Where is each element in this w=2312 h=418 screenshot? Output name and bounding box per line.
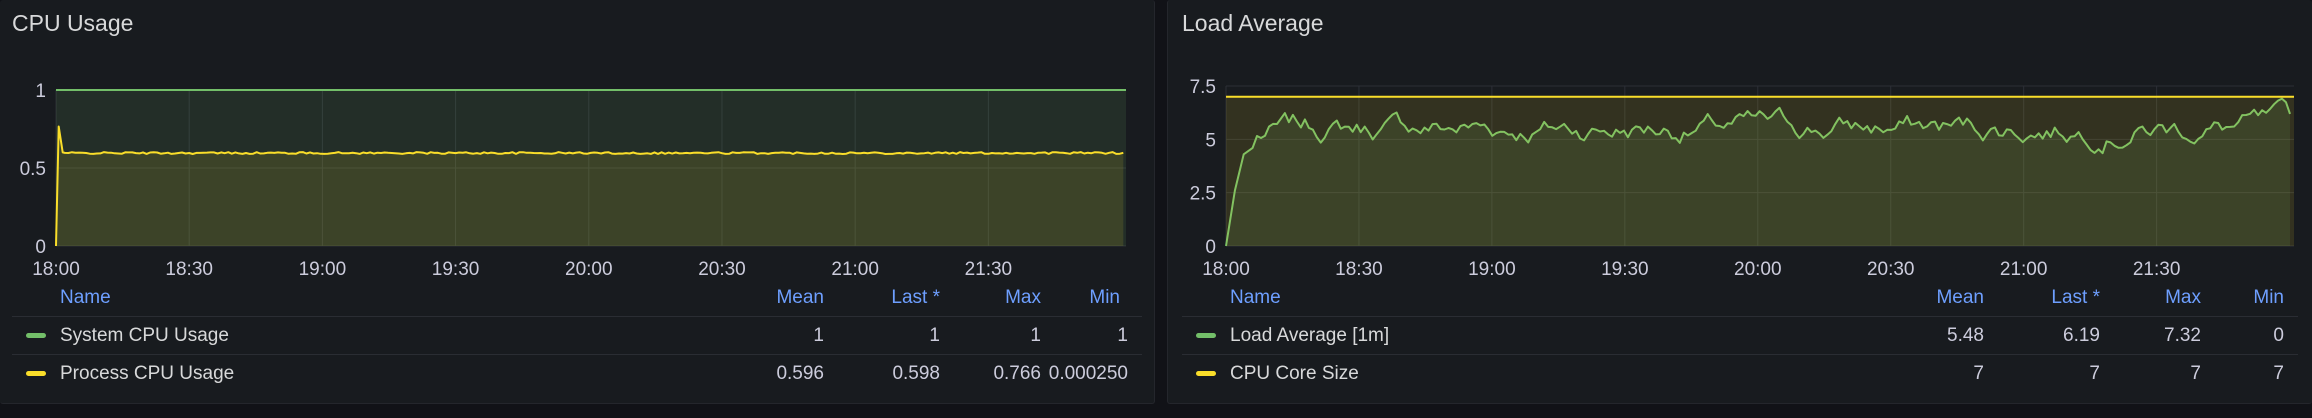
series-area-1	[56, 126, 1124, 246]
legend-col-last[interactable]: Last *	[2051, 287, 2100, 308]
x-tick-label: 19:30	[1601, 259, 1649, 280]
x-tick-label: 21:00	[831, 259, 879, 280]
cpu-usage-panel: CPU Usage 0 0.5 1 18:00 18:30 19:00 19:30 20:00…	[0, 0, 1155, 404]
legend-row-system-cpu[interactable]: System CPU Usage 1 1 1 1	[12, 316, 1142, 354]
y-tick-label: 0	[35, 237, 46, 258]
cpu-legend-table: Name Mean Last * Max Min System CPU Usag…	[12, 280, 1142, 392]
legend-header-row: Name Mean Last * Max Min	[12, 280, 1142, 316]
legend-col-last[interactable]: Last *	[891, 287, 940, 308]
series-name[interactable]: Process CPU Usage	[60, 363, 235, 384]
series-color-swatch	[26, 371, 46, 376]
x-tick-label: 19:00	[299, 259, 347, 280]
stat-min: 1	[1117, 325, 1128, 346]
y-tick-label: 7.5	[1190, 77, 1216, 98]
series-area-1	[1226, 96, 2294, 246]
x-tick-label: 20:30	[1867, 259, 1915, 280]
load-average-chart[interactable]: 0 2.5 5 7.5 18:00 18:30 19:00 19:30 20:00 20:30 21…	[1168, 0, 2312, 280]
stat-min: 7	[2273, 363, 2284, 384]
load-average-panel: Load Average 0 2.5 5 7.5 18:00 18:30 19:00 19:3…	[1167, 0, 2312, 404]
legend-row-process-cpu[interactable]: Process CPU Usage 0.596 0.598 0.766 0.00…	[12, 354, 1142, 392]
x-tick-label: 19:00	[1468, 259, 1516, 280]
stat-min: 0.000250	[1048, 363, 1128, 384]
y-tick-label: 0	[1205, 237, 1216, 258]
stat-last: 7	[2089, 363, 2100, 384]
stat-mean: 7	[1973, 363, 1984, 384]
panel-title[interactable]: Load Average	[1182, 10, 1324, 36]
stat-last: 6.19	[2063, 325, 2100, 346]
stat-last: 1	[929, 325, 940, 346]
x-tick-label: 21:30	[965, 259, 1013, 280]
x-tick-label: 20:00	[565, 259, 613, 280]
series-area-0	[56, 90, 1126, 246]
stat-mean: 1	[813, 325, 824, 346]
legend-col-min[interactable]: Min	[2253, 287, 2284, 308]
x-tick-label: 19:30	[432, 259, 480, 280]
legend-col-mean[interactable]: Mean	[1936, 287, 1984, 308]
y-tick-label: 5	[1205, 130, 1216, 151]
x-tick-label: 21:30	[2133, 259, 2181, 280]
x-tick-label: 21:00	[2000, 259, 2048, 280]
stat-max: 1	[1030, 325, 1041, 346]
x-tick-label: 18:30	[1335, 259, 1383, 280]
y-tick-label: 0.5	[20, 159, 46, 180]
stat-min: 0	[2273, 325, 2284, 346]
legend-row-load-average[interactable]: Load Average [1m] 5.48 6.19 7.32 0	[1182, 316, 2298, 354]
stat-mean: 5.48	[1947, 325, 1984, 346]
series-line-0	[1225, 97, 2291, 247]
x-tick-label: 20:30	[698, 259, 746, 280]
series-color-swatch	[1196, 371, 1216, 376]
x-tick-label: 18:00	[1202, 259, 1250, 280]
stat-max: 7	[2190, 363, 2201, 384]
legend-row-cpu-core-size[interactable]: CPU Core Size 7 7 7 7	[1182, 354, 2298, 392]
stat-mean: 0.596	[776, 363, 824, 384]
legend-col-name[interactable]: Name	[60, 287, 111, 308]
x-tick-label: 18:30	[165, 259, 213, 280]
series-color-swatch	[1196, 333, 1216, 338]
legend-col-mean[interactable]: Mean	[776, 287, 824, 308]
series-name[interactable]: System CPU Usage	[60, 325, 229, 346]
load-legend-table: Name Mean Last * Max Min Load Average [1…	[1182, 280, 2298, 392]
y-tick-label: 1	[35, 81, 46, 102]
x-tick-label: 18:00	[32, 259, 80, 280]
legend-col-min[interactable]: Min	[1089, 287, 1120, 308]
cpu-usage-chart[interactable]: 0 0.5 1 18:00 18:30 19:00 19:30 20:00 20:30 21:00…	[0, 0, 1155, 280]
stat-max: 7.32	[2164, 325, 2201, 346]
x-tick-label: 20:00	[1734, 259, 1782, 280]
legend-col-name[interactable]: Name	[1230, 287, 1281, 308]
series-color-swatch	[26, 333, 46, 338]
panel-title[interactable]: CPU Usage	[12, 10, 134, 36]
series-line-1	[55, 125, 1124, 247]
legend-col-max[interactable]: Max	[1005, 287, 1041, 308]
legend-header-row: Name Mean Last * Max Min	[1182, 280, 2298, 316]
stat-last: 0.598	[892, 363, 940, 384]
series-name[interactable]: CPU Core Size	[1230, 363, 1359, 384]
legend-col-max[interactable]: Max	[2165, 287, 2201, 308]
y-tick-label: 2.5	[1190, 184, 1216, 205]
stat-max: 0.766	[993, 363, 1041, 384]
series-name[interactable]: Load Average [1m]	[1230, 325, 1390, 346]
